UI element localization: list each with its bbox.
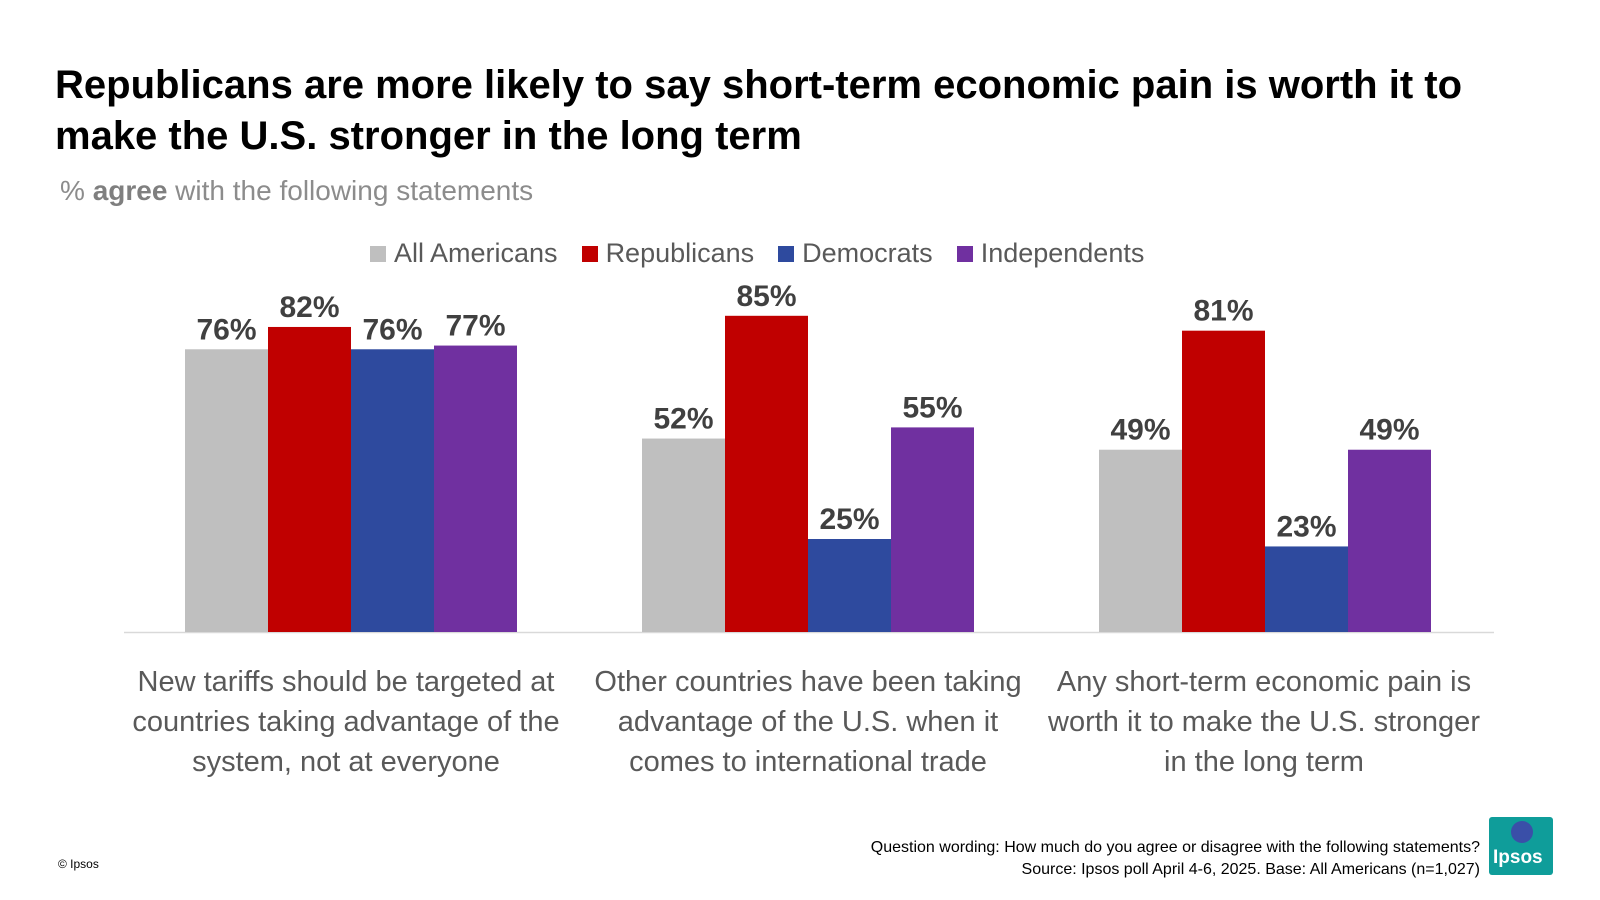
legend-swatch-all-americans [370, 245, 386, 262]
copyright: © Ipsos [58, 857, 99, 871]
data-label-independents-3: 49% [1359, 414, 1419, 447]
bar-democrats-2 [808, 539, 891, 632]
bar-independents-2 [891, 427, 974, 632]
bar-republicans-2 [725, 315, 808, 632]
source-note: Source: Ipsos poll April 4-6, 2025. Base… [1021, 861, 1480, 878]
question-wording: Question wording: How much do you agree … [870, 839, 1480, 856]
legend-item-republicans: Republicans [581, 238, 755, 269]
data-label-democrats-1: 76% [362, 313, 422, 346]
data-label-all-americans-3: 49% [1110, 414, 1170, 447]
legend-item-democrats: Democrats [778, 238, 933, 269]
data-label-democrats-3: 23% [1276, 510, 1336, 543]
legend-label-democrats: Democrats [802, 238, 933, 268]
logo-head-icon [1511, 821, 1533, 843]
legend-swatch-republicans [581, 245, 598, 262]
bar-independents-3 [1348, 449, 1431, 632]
bar-republicans-1 [268, 326, 351, 632]
bar-all-americans-2 [642, 438, 725, 632]
legend-label-republicans: Republicans [605, 238, 755, 268]
data-label-independents-2: 55% [902, 391, 962, 424]
data-label-republicans-2: 85% [736, 280, 796, 313]
subtitle-rest: with the following statements [167, 175, 534, 206]
bar-democrats-3 [1265, 546, 1348, 632]
data-label-all-americans-1: 76% [196, 313, 256, 346]
data-label-all-americans-2: 52% [653, 403, 713, 436]
bar-republicans-3 [1182, 330, 1265, 632]
legend-label-all-americans: All Americans [394, 238, 558, 268]
data-label-republicans-1: 82% [279, 291, 339, 324]
ipsos-logo: Ipsos [1489, 817, 1553, 875]
bar-all-americans-1 [185, 349, 268, 632]
category-label-economic-pain: Any short-term economic pain is worth it… [1048, 666, 1480, 778]
chart-title: Republicans are more likely to say short… [55, 63, 1463, 158]
bar-independents-1 [434, 345, 517, 632]
data-label-democrats-2: 25% [819, 503, 879, 536]
data-label-independents-1: 77% [445, 310, 505, 343]
data-label-republicans-3: 81% [1193, 295, 1253, 328]
bar-democrats-1 [351, 349, 434, 632]
legend-item-independents: Independents [956, 238, 1145, 269]
category-label-tariffs: New tariffs should be targeted at countr… [132, 666, 560, 778]
chart-subtitle: % agree with the following statements [60, 175, 533, 207]
category-label-advantage: Other countries have been taking advanta… [594, 666, 1022, 778]
legend: All Americans Republicans Democrats Inde… [370, 238, 1168, 269]
subtitle-bold: agree [92, 175, 168, 206]
footnotes: Question wording: How much do you agree … [871, 837, 1480, 881]
legend-item-all-americans: All Americans [370, 238, 558, 269]
logo-text: Ipsos [1493, 847, 1543, 868]
legend-swatch-independents [956, 245, 973, 262]
legend-swatch-democrats [778, 245, 795, 262]
subtitle-prefix: % [60, 175, 93, 206]
legend-label-independents: Independents [980, 238, 1145, 268]
bar-all-americans-3 [1099, 449, 1182, 632]
